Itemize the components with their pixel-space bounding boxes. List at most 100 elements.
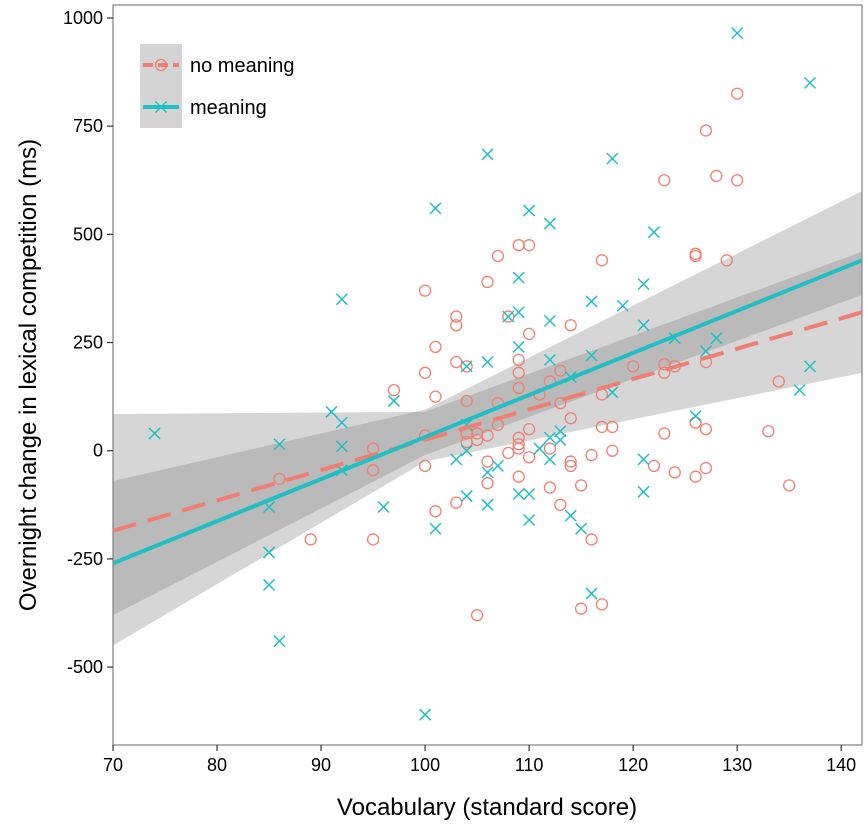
y-tick-label: 500 <box>73 224 103 244</box>
x-tick-label: 80 <box>207 755 227 775</box>
point-meaning <box>543 353 556 366</box>
point-no-meaning <box>595 598 609 611</box>
y-tick-label: 750 <box>73 116 103 136</box>
point-meaning <box>585 295 598 308</box>
point-meaning <box>554 433 567 446</box>
legend-label: no meaning <box>190 55 295 77</box>
x-axis-title: Vocabulary (standard score) <box>337 794 637 821</box>
point-meaning <box>263 546 276 559</box>
legend-label: meaning <box>190 97 267 119</box>
point-no-meaning <box>564 459 577 473</box>
point-no-meaning <box>720 254 733 267</box>
point-meaning <box>637 319 650 332</box>
point-no-meaning <box>554 498 567 511</box>
point-no-meaning <box>710 169 723 183</box>
point-meaning <box>689 410 702 423</box>
point-meaning <box>564 509 577 522</box>
point-no-meaning <box>522 422 536 436</box>
point-no-meaning <box>668 466 681 479</box>
point-meaning <box>512 487 525 501</box>
point-no-meaning <box>731 87 744 100</box>
x-tick-label: 140 <box>826 755 856 775</box>
point-no-meaning <box>366 464 380 477</box>
point-no-meaning <box>491 249 505 263</box>
point-meaning <box>481 466 494 479</box>
x-tick-label: 100 <box>410 755 440 775</box>
point-no-meaning <box>564 455 577 468</box>
point-no-meaning <box>418 459 432 473</box>
point-meaning <box>803 360 817 373</box>
point-no-meaning <box>273 472 286 486</box>
point-no-meaning <box>658 427 671 440</box>
point-no-meaning <box>606 444 619 457</box>
point-meaning <box>606 152 619 165</box>
point-no-meaning <box>554 396 567 410</box>
point-no-meaning <box>418 366 432 379</box>
point-no-meaning <box>429 340 442 354</box>
point-no-meaning <box>450 496 463 509</box>
point-meaning <box>148 427 161 440</box>
point-meaning <box>523 487 536 501</box>
x-tick-label: 120 <box>618 755 648 775</box>
y-tick-label: 250 <box>73 333 103 353</box>
point-no-meaning <box>772 375 785 388</box>
legend: no meaning meaning <box>140 44 295 128</box>
point-meaning <box>523 204 536 217</box>
fit-line-1 <box>113 258 862 566</box>
point-no-meaning <box>522 327 536 341</box>
x-tick-label: 90 <box>311 755 331 775</box>
point-meaning <box>377 500 390 514</box>
point-meaning <box>637 485 650 498</box>
confidence-band-0 <box>113 251 862 646</box>
point-no-meaning <box>512 381 525 395</box>
y-tick-label: -500 <box>67 657 103 677</box>
point-meaning <box>647 226 660 239</box>
point-meaning <box>543 314 556 327</box>
point-no-meaning <box>502 446 515 460</box>
point-no-meaning <box>481 477 494 490</box>
point-no-meaning <box>699 124 713 137</box>
point-meaning <box>512 271 525 284</box>
point-no-meaning <box>522 239 536 252</box>
point-meaning <box>481 148 494 161</box>
point-meaning <box>387 394 400 407</box>
point-no-meaning <box>512 353 525 367</box>
y-tick-label: -250 <box>67 549 103 569</box>
y-axis-title: Overnight change in lexical competition … <box>15 139 42 611</box>
point-no-meaning <box>512 470 525 483</box>
point-meaning <box>606 386 619 399</box>
confidence-band-1 <box>113 191 862 616</box>
point-no-meaning <box>460 360 473 373</box>
point-no-meaning <box>450 319 463 332</box>
point-meaning <box>273 635 286 648</box>
point-no-meaning <box>481 429 494 442</box>
point-meaning <box>543 217 556 230</box>
point-no-meaning <box>512 366 525 379</box>
point-meaning <box>575 522 588 535</box>
point-no-meaning <box>512 442 525 455</box>
point-meaning <box>710 332 723 345</box>
point-no-meaning <box>699 422 713 436</box>
point-no-meaning <box>783 479 796 492</box>
point-no-meaning <box>304 533 317 546</box>
point-no-meaning <box>450 310 463 323</box>
point-no-meaning <box>595 254 609 267</box>
point-no-meaning <box>418 284 432 297</box>
point-meaning <box>335 440 348 453</box>
point-meaning <box>585 587 598 600</box>
point-no-meaning <box>564 319 577 332</box>
point-meaning <box>273 438 286 451</box>
point-meaning <box>481 355 494 369</box>
y-tick-label: 1000 <box>63 8 103 28</box>
point-no-meaning <box>689 249 702 263</box>
y-tick-label: 0 <box>93 441 103 461</box>
point-no-meaning <box>470 433 484 447</box>
point-no-meaning <box>574 602 588 615</box>
point-meaning <box>429 522 442 535</box>
point-no-meaning <box>564 412 577 425</box>
point-meaning <box>512 340 525 353</box>
point-no-meaning <box>762 425 775 438</box>
x-axis: 70 80 90 100 110 120 130 140 <box>103 745 856 775</box>
point-meaning <box>533 442 546 455</box>
point-no-meaning <box>470 609 484 622</box>
